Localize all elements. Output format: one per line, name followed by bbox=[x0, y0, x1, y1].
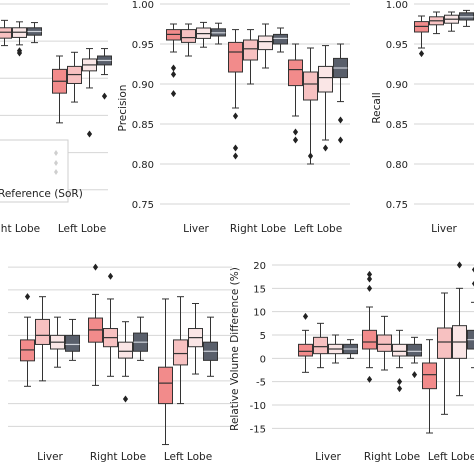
x-tick-label: Right Lobe bbox=[364, 451, 420, 463]
axis-labels: Right Lobe Left Lobe 0.75 0.80 0.85 0.90 0.95 1… bbox=[0, 0, 474, 463]
outlier-point bbox=[396, 385, 403, 393]
box bbox=[377, 334, 392, 352]
box bbox=[273, 33, 288, 45]
outlier-point bbox=[366, 270, 373, 278]
legend: Reference (SoR) bbox=[0, 139, 83, 203]
y-axis-label: Precision bbox=[117, 85, 129, 132]
box bbox=[407, 343, 422, 357]
outlier-point bbox=[101, 92, 108, 100]
box bbox=[158, 366, 173, 405]
y-axis-label: Relative Volume Difference (%) bbox=[229, 267, 241, 431]
y-tick-label: 1.00 bbox=[132, 0, 154, 11]
outlier-point bbox=[322, 144, 329, 152]
outlier-point bbox=[471, 280, 474, 287]
outlier-point bbox=[16, 49, 23, 57]
x-tick-label: Right Lobe bbox=[0, 223, 40, 235]
y-tick-label: 15 bbox=[253, 284, 266, 295]
y-tick-label: -15 bbox=[250, 424, 266, 435]
outlier-point bbox=[232, 112, 239, 120]
y-tick-label: 0.85 bbox=[132, 120, 154, 131]
box bbox=[173, 339, 188, 366]
outlier-point bbox=[170, 90, 177, 98]
y-tick-label: 0.85 bbox=[386, 120, 408, 131]
outlier-point bbox=[307, 152, 314, 160]
y-tick-label: 5 bbox=[260, 331, 266, 342]
box bbox=[65, 334, 80, 352]
outlier-point bbox=[170, 70, 177, 78]
box bbox=[298, 343, 313, 357]
outlier-point bbox=[292, 128, 299, 136]
box bbox=[362, 329, 377, 350]
outlier-point bbox=[418, 50, 425, 58]
outlier-point bbox=[170, 64, 177, 72]
outlier-point bbox=[471, 266, 474, 273]
outlier-point bbox=[366, 375, 373, 383]
outlier-point bbox=[366, 284, 373, 292]
y-axis-label: Recall bbox=[371, 92, 383, 123]
outlier-point bbox=[86, 130, 93, 138]
legend-label: Reference (SoR) bbox=[0, 188, 83, 200]
outlier-point bbox=[302, 312, 309, 320]
outlier-point bbox=[232, 144, 239, 152]
outlier-point bbox=[337, 136, 344, 144]
y-tick-label: 0 bbox=[260, 354, 266, 365]
x-tick-label: Right Lobe bbox=[230, 223, 286, 235]
box bbox=[243, 39, 258, 61]
outlier-point bbox=[456, 261, 463, 269]
box bbox=[35, 318, 50, 345]
x-tick-label: Liver bbox=[37, 451, 63, 463]
y-tick-label: 20 bbox=[253, 261, 266, 272]
x-tick-label: Liver bbox=[183, 223, 209, 235]
box bbox=[258, 35, 273, 51]
legend-marker bbox=[54, 150, 58, 156]
y-tick-label: 0.75 bbox=[386, 200, 408, 211]
x-tick-label: Left Lobe bbox=[428, 451, 474, 463]
outlier-point bbox=[396, 378, 403, 386]
outlier-point bbox=[232, 152, 239, 160]
box bbox=[228, 41, 243, 73]
outlier-point bbox=[24, 293, 31, 301]
y-tick-label: 0.90 bbox=[132, 80, 154, 91]
box bbox=[288, 59, 303, 87]
box bbox=[422, 362, 437, 390]
x-tick-label: Left Lobe bbox=[164, 451, 212, 463]
legend-marker bbox=[54, 160, 58, 166]
y-tick-label: 0.95 bbox=[132, 40, 154, 51]
legend-marker bbox=[54, 169, 58, 175]
x-tick-label: Left Lobe bbox=[294, 223, 342, 235]
box bbox=[392, 343, 407, 357]
y-tick-label: 0.80 bbox=[386, 160, 408, 171]
x-tick-label: Left Lobe bbox=[58, 223, 106, 235]
x-tick-label: Liver bbox=[315, 451, 341, 463]
y-tick-label: 0.95 bbox=[386, 40, 408, 51]
box bbox=[303, 71, 318, 101]
y-tick-label: -5 bbox=[256, 378, 266, 389]
outlier-point bbox=[337, 116, 344, 124]
outlier-point bbox=[366, 275, 373, 283]
outlier-point bbox=[107, 272, 114, 280]
box bbox=[437, 327, 452, 359]
y-tick-label: 0.80 bbox=[132, 160, 154, 171]
y-tick-label: -10 bbox=[250, 401, 266, 412]
box bbox=[318, 65, 333, 93]
box bbox=[118, 341, 133, 359]
box bbox=[0, 27, 12, 39]
outlier-point bbox=[122, 395, 129, 403]
y-tick-label: 1.00 bbox=[386, 0, 408, 11]
legend-grey-markers bbox=[54, 150, 58, 175]
box bbox=[313, 336, 328, 355]
x-tick-label: Liver bbox=[431, 223, 457, 235]
y-tick-label: 0.75 bbox=[132, 200, 154, 211]
y-tick-label: 0.90 bbox=[386, 80, 408, 91]
outlier-point bbox=[411, 371, 418, 379]
boxplots bbox=[0, 9, 474, 446]
y-tick-label: 10 bbox=[253, 308, 266, 319]
outlier-point bbox=[92, 263, 99, 271]
outlier-point bbox=[292, 136, 299, 144]
x-tick-label: Right Lobe bbox=[90, 451, 146, 463]
box bbox=[181, 29, 196, 43]
